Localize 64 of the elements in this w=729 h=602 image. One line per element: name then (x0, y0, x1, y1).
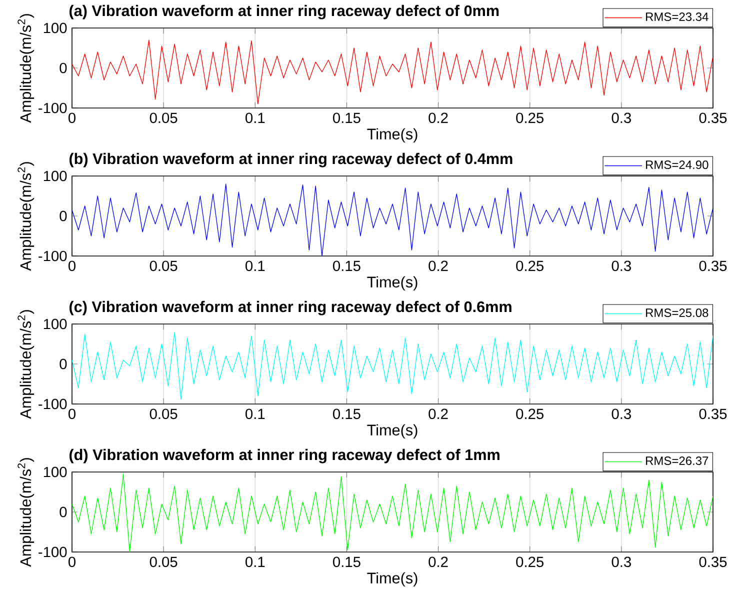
y-tick-label: 0 (60, 506, 67, 518)
x-tick-label: 0.05 (150, 408, 178, 420)
x-tick-label: 0.15 (333, 112, 360, 124)
y-tick-label: -100 (38, 398, 67, 410)
y-axis-title: Amplitude(m/s$^{2}$) (18, 310, 34, 419)
x-tick-label: 0.05 (150, 112, 178, 124)
y-tick-label: -100 (38, 250, 67, 262)
x-tick-label: 0.25 (516, 556, 544, 568)
x-tick-label: 0.1 (246, 112, 265, 124)
y-axis-title: Amplitude(m/s$^{2}$) (18, 14, 34, 123)
x-tick-label: 0.1 (246, 260, 265, 272)
y-tick-label: 100 (44, 22, 67, 34)
legend-label: RMS=26.37 (646, 456, 708, 466)
x-tick-label: 0.15 (333, 408, 360, 420)
line-series (72, 40, 713, 104)
x-tick-label: 0.2 (428, 112, 448, 124)
y-axis-title: Amplitude(m/s$^{2}$) (18, 162, 34, 271)
y-tick-label: -100 (38, 546, 67, 558)
x-tick-label: 0.3 (612, 408, 631, 420)
y-tick-label: 0 (60, 62, 67, 74)
legend-label: RMS=23.34 (646, 12, 708, 22)
y-tick-label: 0 (60, 358, 67, 370)
x-axis-title: Time(s) (367, 572, 418, 587)
x-tick-label: 0.2 (428, 556, 448, 568)
x-tick-label: 0 (68, 112, 76, 124)
x-tick-label: 0.15 (333, 556, 360, 568)
y-axis-title: Amplitude(m/s$^{2}$) (18, 458, 34, 567)
x-tick-label: 0.3 (612, 260, 631, 272)
x-tick-label: 0.3 (612, 112, 631, 124)
chart-title: (b) Vibration waveform at inner ring raceway defect of 0.4mm (69, 152, 512, 168)
x-tick-label: 0.1 (246, 556, 265, 568)
chart-title: (c) Vibration waveform at inner ring raceway defect of 0.6mm (69, 300, 512, 316)
x-tick-label: 0 (68, 556, 76, 568)
x-tick-label: 0.35 (699, 556, 727, 568)
x-tick-label: 0 (68, 408, 76, 420)
x-tick-label: 0.2 (428, 408, 448, 420)
x-tick-label: 0.25 (516, 408, 544, 420)
line-series (72, 474, 713, 552)
x-tick-label: 0.35 (699, 260, 727, 272)
x-axis-title: Time(s) (367, 276, 418, 291)
x-tick-label: 0.2 (428, 260, 448, 272)
y-tick-label: 100 (44, 170, 67, 182)
legend-label: RMS=24.90 (646, 160, 708, 170)
line-series (72, 184, 713, 256)
x-tick-label: 0.05 (150, 556, 178, 568)
chart-title: (d) Vibration waveform at inner ring raceway defect of 1mm (69, 448, 500, 464)
x-tick-label: 0.35 (699, 408, 727, 420)
x-tick-label: 0.15 (333, 260, 360, 272)
x-tick-label: 0.1 (246, 408, 265, 420)
x-axis-title: Time(s) (367, 424, 418, 439)
x-tick-label: 0.25 (516, 112, 544, 124)
x-tick-label: 0.05 (150, 260, 178, 272)
x-tick-label: 0 (68, 260, 76, 272)
y-tick-label: 0 (60, 210, 67, 222)
y-tick-label: -100 (38, 102, 67, 114)
x-tick-label: 0.35 (699, 112, 727, 124)
x-tick-label: 0.3 (612, 556, 631, 568)
x-axis-title: Time(s) (367, 128, 418, 143)
legend-label: RMS=25.08 (646, 308, 708, 318)
chart-title: (a) Vibration waveform at inner ring raceway defect of 0mm (69, 4, 499, 20)
y-tick-label: 100 (44, 466, 67, 478)
y-tick-label: 100 (44, 318, 67, 330)
line-series (72, 332, 713, 400)
x-tick-label: 0.25 (516, 260, 544, 272)
